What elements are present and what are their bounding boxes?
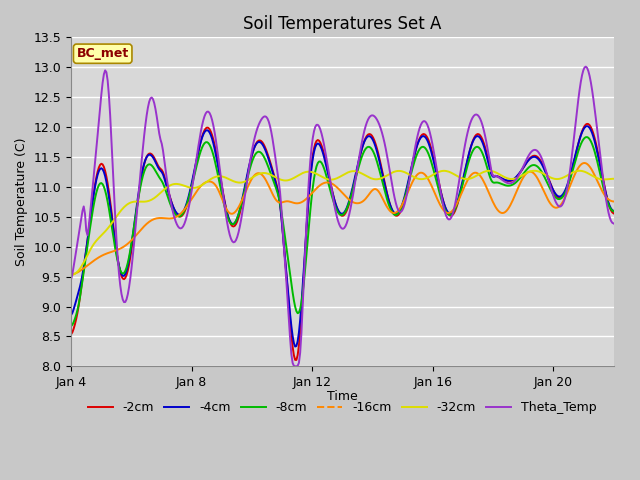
- -16cm: [580, 160, 588, 166]
- -16cm: [67, 272, 75, 277]
- -2cm: [610, 210, 618, 216]
- Theta_Temp: [486, 161, 494, 167]
- Title: Soil Temperatures Set A: Soil Temperatures Set A: [243, 15, 442, 33]
- Theta_Temp: [109, 163, 116, 168]
- -8cm: [485, 171, 493, 177]
- -4cm: [67, 312, 75, 318]
- -32cm: [610, 176, 618, 181]
- -32cm: [485, 168, 493, 174]
- -2cm: [498, 176, 506, 181]
- -4cm: [445, 210, 452, 216]
- -2cm: [583, 121, 591, 127]
- -2cm: [383, 190, 391, 196]
- -16cm: [382, 202, 390, 207]
- -32cm: [109, 219, 116, 225]
- -8cm: [497, 180, 504, 186]
- -4cm: [109, 222, 116, 228]
- -16cm: [564, 188, 572, 193]
- -8cm: [564, 182, 572, 188]
- -32cm: [497, 172, 504, 178]
- X-axis label: Time: Time: [327, 390, 358, 403]
- -4cm: [291, 344, 299, 349]
- -16cm: [444, 210, 451, 216]
- Theta_Temp: [292, 363, 300, 369]
- Theta_Temp: [383, 152, 391, 158]
- Text: BC_met: BC_met: [77, 47, 129, 60]
- -8cm: [583, 134, 591, 140]
- -16cm: [109, 249, 116, 254]
- -2cm: [109, 218, 116, 224]
- Line: Theta_Temp: Theta_Temp: [71, 67, 614, 366]
- -4cm: [383, 191, 391, 197]
- Line: -32cm: -32cm: [71, 171, 614, 275]
- -2cm: [566, 177, 573, 183]
- -4cm: [498, 175, 506, 181]
- -8cm: [67, 323, 75, 329]
- -2cm: [486, 166, 494, 171]
- Line: -16cm: -16cm: [71, 163, 614, 275]
- -32cm: [564, 172, 572, 178]
- Theta_Temp: [582, 64, 589, 70]
- Theta_Temp: [498, 177, 506, 182]
- Theta_Temp: [566, 171, 573, 177]
- -8cm: [382, 192, 390, 198]
- Legend: -2cm, -4cm, -8cm, -16cm, -32cm, Theta_Temp: -2cm, -4cm, -8cm, -16cm, -32cm, Theta_Te…: [83, 396, 602, 420]
- Y-axis label: Soil Temperature (C): Soil Temperature (C): [15, 138, 28, 266]
- -32cm: [67, 272, 75, 278]
- -32cm: [576, 168, 584, 174]
- -4cm: [566, 175, 573, 181]
- -2cm: [67, 331, 75, 337]
- -4cm: [486, 168, 494, 173]
- -32cm: [444, 168, 451, 174]
- -32cm: [382, 173, 390, 179]
- -8cm: [109, 230, 116, 236]
- Line: -2cm: -2cm: [71, 124, 614, 360]
- Line: -4cm: -4cm: [71, 126, 614, 347]
- -2cm: [292, 357, 300, 363]
- Theta_Temp: [610, 220, 618, 226]
- Line: -8cm: -8cm: [71, 137, 614, 326]
- -16cm: [497, 209, 504, 215]
- Theta_Temp: [445, 216, 452, 222]
- -2cm: [445, 212, 452, 217]
- -4cm: [610, 208, 618, 214]
- -8cm: [444, 211, 451, 216]
- -8cm: [610, 208, 618, 214]
- -16cm: [485, 190, 493, 196]
- Theta_Temp: [67, 276, 75, 282]
- -16cm: [610, 199, 618, 204]
- -4cm: [583, 123, 591, 129]
